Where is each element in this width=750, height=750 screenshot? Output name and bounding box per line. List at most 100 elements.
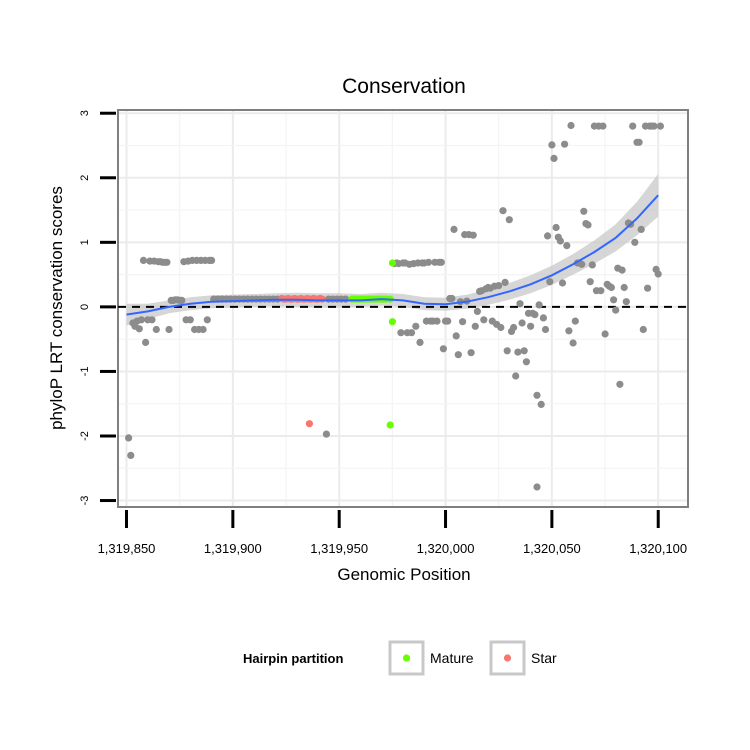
loess-fit-line	[126, 194, 659, 316]
point-other	[588, 261, 596, 269]
confidence-band-area	[126, 173, 659, 326]
point-other	[535, 301, 543, 309]
x-tick-label: 1,320,000	[417, 541, 475, 556]
point-other	[503, 347, 511, 355]
point-other	[139, 256, 148, 264]
point-other	[527, 322, 535, 330]
point-other	[152, 325, 160, 334]
point-other	[342, 295, 350, 303]
point-other	[186, 316, 194, 324]
point-other	[473, 307, 481, 315]
x-tick-label: 1,319,900	[204, 541, 262, 556]
legend-title: Hairpin partition	[243, 651, 343, 666]
point-other	[539, 314, 548, 322]
point-other	[552, 223, 560, 232]
point-other	[616, 380, 624, 388]
point-other	[637, 225, 645, 233]
point-other	[501, 278, 509, 286]
point-other	[612, 306, 620, 314]
point-other	[622, 298, 630, 306]
y-tick-label: -2	[79, 431, 91, 441]
point-other	[571, 317, 579, 325]
point-other	[516, 300, 524, 308]
point-other	[561, 140, 569, 148]
y-tick-label: 2	[79, 175, 91, 181]
point-other	[509, 323, 518, 332]
point-other	[433, 317, 441, 325]
point-other	[563, 242, 571, 250]
point-other	[644, 284, 652, 292]
point-other	[437, 258, 445, 266]
y-tick-label: 1	[79, 239, 91, 245]
point-other	[452, 332, 460, 340]
point-other	[439, 345, 447, 353]
point-other	[497, 323, 505, 332]
x-tick-label: 1,319,950	[310, 541, 368, 556]
point-other	[165, 325, 173, 334]
point-other	[459, 318, 467, 326]
point-other	[533, 483, 541, 491]
point-mature	[388, 318, 396, 326]
point-other	[127, 451, 135, 459]
point-star	[318, 295, 326, 303]
smooth-line	[126, 194, 659, 316]
point-other	[471, 322, 479, 330]
point-other	[142, 338, 150, 346]
point-other	[495, 282, 503, 290]
confidence-band	[126, 173, 659, 326]
legend-dot-star	[503, 654, 512, 662]
point-other	[580, 207, 588, 215]
point-other	[597, 287, 605, 295]
point-other	[537, 400, 545, 408]
y-axis: -3 -2 -1 0 1 2 3	[79, 110, 116, 505]
point-other	[654, 270, 662, 278]
point-other	[639, 325, 647, 334]
x-axis-label: Genomic Position	[337, 565, 470, 584]
x-axis: 1,319,850 1,319,900 1,319,950 1,320,000 1,32…	[98, 510, 687, 556]
point-other	[163, 258, 171, 266]
point-other	[397, 329, 405, 337]
legend: Hairpin partition Mature Star	[243, 640, 557, 676]
point-other	[135, 325, 143, 333]
y-tick-label: 0	[79, 304, 91, 310]
point-other	[444, 317, 452, 325]
point-other	[546, 278, 554, 286]
y-axis-label: phyloP LRT conservation scores	[47, 186, 66, 430]
point-other	[208, 256, 216, 264]
legend-dot-mature	[402, 654, 411, 662]
point-other	[610, 296, 618, 304]
point-other	[412, 322, 420, 330]
legend-item-star: Star	[489, 640, 557, 676]
point-other	[541, 325, 550, 334]
y-tick-label: -1	[79, 367, 91, 377]
point-other	[505, 216, 513, 224]
point-mature	[386, 421, 394, 429]
point-other	[629, 122, 637, 130]
point-other	[148, 316, 156, 324]
point-other	[618, 266, 626, 274]
point-other	[635, 138, 643, 146]
point-other	[199, 325, 207, 334]
point-other	[584, 221, 592, 229]
y-tick-label: 3	[79, 110, 91, 116]
point-other	[565, 327, 573, 335]
plot-panel	[117, 109, 689, 508]
point-other	[322, 430, 330, 438]
x-tick-label: 1,319,850	[98, 541, 156, 556]
x-tick-label: 1,320,050	[523, 541, 581, 556]
legend-label-star: Star	[531, 650, 557, 666]
point-other	[407, 329, 416, 337]
point-other	[578, 260, 586, 268]
point-other	[178, 296, 186, 304]
point-other	[480, 316, 488, 324]
point-other	[454, 351, 462, 359]
point-other	[522, 358, 531, 366]
point-other	[599, 122, 607, 130]
point-other	[586, 278, 594, 286]
point-other	[467, 349, 475, 357]
point-star	[305, 420, 313, 428]
point-other	[607, 283, 616, 292]
point-other	[656, 122, 665, 130]
point-other	[499, 207, 507, 215]
